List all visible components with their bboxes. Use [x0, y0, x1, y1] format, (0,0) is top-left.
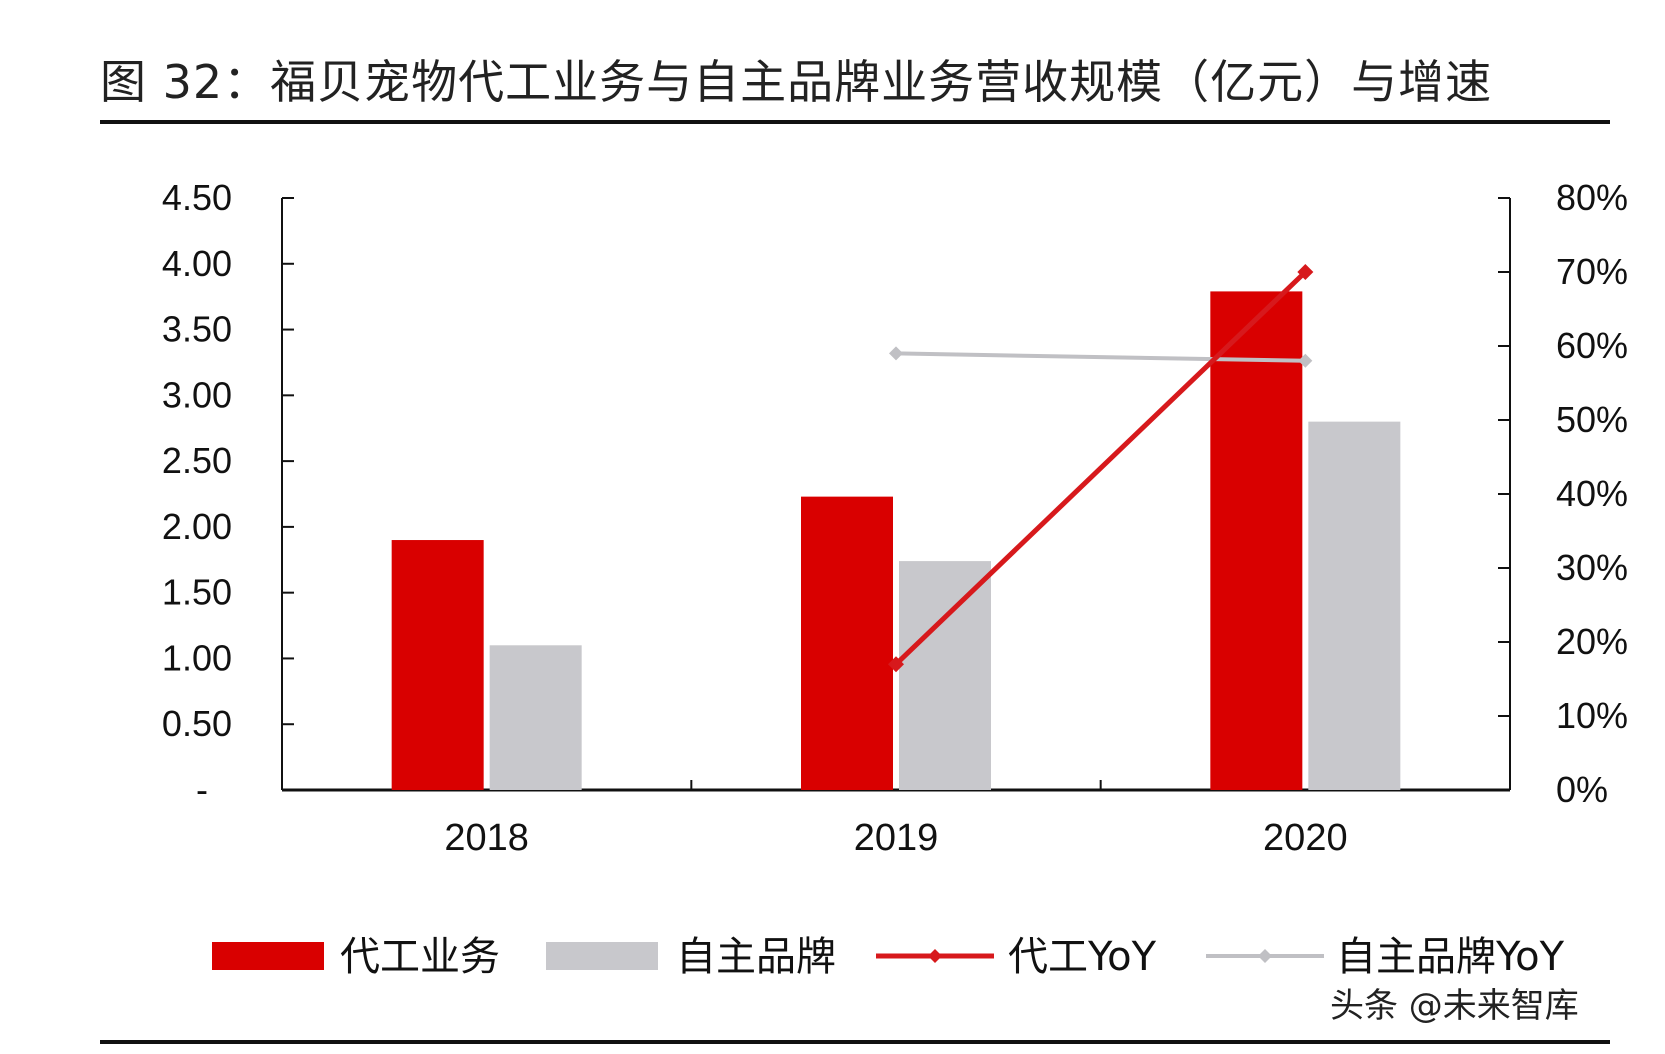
left-tick-label: 2.50	[162, 440, 232, 481]
bar-layer	[391, 291, 1401, 790]
left-y-axis: - 0.50 1.00 1.50 2.00 2.50 3.00 3.50 4.00 4.50	[162, 177, 294, 810]
left-tick-label: 1.00	[162, 637, 232, 678]
bottom-rule	[100, 1040, 1610, 1044]
left-tick-label: 4.00	[162, 243, 232, 284]
left-tick-label: 0.50	[162, 703, 232, 744]
legend: 代工业务 自主品牌 代工YoY 自主品牌YoY	[212, 934, 1565, 980]
legend-label-oem-yoy: 代工YoY	[1008, 934, 1157, 980]
right-tick-label: 30%	[1556, 547, 1628, 588]
line-own-brand-yoy	[895, 351, 1306, 363]
point-oem-yoy	[1297, 264, 1314, 280]
right-tick-label: 20%	[1556, 621, 1628, 662]
line-oem-yoy	[894, 270, 1308, 667]
left-tick-label: 4.50	[162, 177, 232, 218]
legend-marker-own-brand-yoy	[1258, 949, 1272, 963]
bar-own-brand	[1308, 421, 1401, 790]
left-tick-label: 3.00	[162, 374, 232, 415]
point-own-brand-yoy	[1298, 353, 1313, 368]
point-own-brand-yoy	[889, 346, 903, 361]
right-tick-label: 40%	[1556, 473, 1628, 514]
point-oem-yoy	[888, 656, 904, 673]
bar-oem	[801, 496, 893, 790]
x-tick-label: 2019	[854, 817, 939, 859]
legend-swatch-oem	[212, 942, 324, 970]
x-tick-label: 2020	[1263, 817, 1348, 859]
right-tick-label: 70%	[1556, 251, 1628, 292]
right-tick-label: 60%	[1556, 325, 1628, 366]
right-tick-label: 80%	[1556, 177, 1628, 218]
left-tick-label: -	[196, 769, 208, 810]
right-y-axis: 0% 10% 20% 30% 40% 50% 60% 70% 80%	[1498, 177, 1628, 810]
bar-oem	[391, 540, 484, 790]
left-tick-label: 3.50	[162, 309, 232, 350]
x-axis: 2018 2019 2020	[281, 780, 1511, 859]
legend-label-own-brand-yoy: 自主品牌YoY	[1336, 934, 1565, 980]
bar-own-brand	[899, 561, 991, 790]
legend-marker-oem-yoy	[928, 949, 942, 963]
title-underline	[100, 120, 1610, 124]
right-tick-label: 0%	[1556, 769, 1608, 810]
right-tick-label: 10%	[1556, 695, 1628, 736]
left-tick-label: 2.00	[162, 506, 232, 547]
x-tick-label: 2018	[444, 817, 529, 859]
left-tick-label: 1.50	[162, 572, 232, 613]
legend-label-own-brand: 自主品牌	[676, 934, 836, 980]
bar-oem	[1210, 291, 1303, 790]
right-tick-label: 50%	[1556, 399, 1628, 440]
watermark: 头条 @未来智库	[1330, 986, 1579, 1026]
legend-label-oem: 代工业务	[340, 934, 500, 980]
line-layer	[888, 264, 1314, 673]
figure-title: 图 32：福贝宠物代工业务与自主品牌业务营收规模（亿元）与增速	[100, 55, 1493, 109]
bar-own-brand	[489, 645, 582, 790]
legend-swatch-own-brand	[546, 942, 658, 970]
